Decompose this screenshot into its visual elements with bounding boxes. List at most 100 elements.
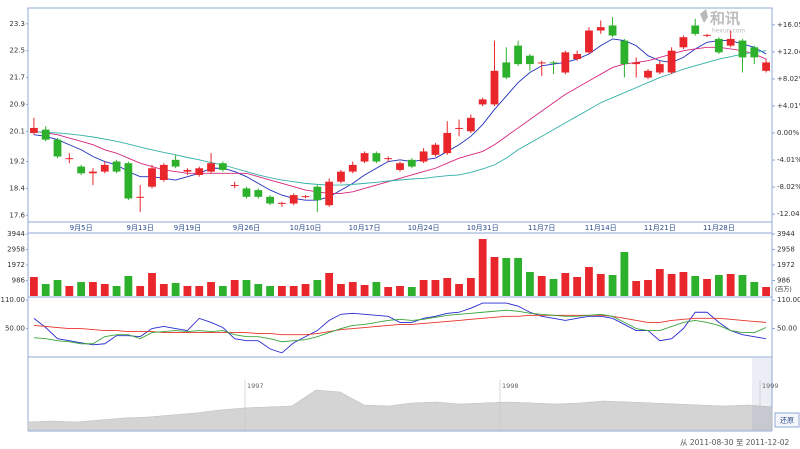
candle-body (77, 166, 86, 174)
candle-body (502, 62, 511, 78)
x-tick-label: 10月31日 (467, 224, 499, 232)
y-tick-label: 20.1 (9, 127, 25, 135)
candle-body (703, 34, 711, 36)
y-tick-label: 986 (12, 277, 26, 285)
candle-body (65, 158, 74, 160)
candle-body (148, 168, 156, 187)
x-tick-label: 11月7日 (528, 224, 555, 232)
overview-area (27, 389, 773, 431)
candle-body (41, 129, 50, 140)
volume-bar (218, 286, 227, 296)
x-tick-label: 11月28日 (703, 224, 735, 232)
logo-name: 和讯 (710, 10, 740, 28)
volume-bar (655, 269, 664, 296)
candle-body (585, 30, 593, 53)
volume-bar (608, 274, 617, 296)
volume-bar (726, 274, 735, 296)
reset-button-label[interactable]: 还原 (780, 417, 794, 425)
volume-bar (644, 279, 652, 296)
indicator-line (33, 302, 767, 354)
candle-body (218, 163, 227, 170)
candle-body (762, 62, 770, 71)
y2-tick-label: 986 (777, 277, 791, 285)
volume-bar (384, 287, 393, 296)
y-tick-label: 19.2 (9, 158, 25, 166)
x-tick-label: 11月21日 (644, 224, 676, 232)
logo-icon (700, 9, 708, 23)
candle-body (171, 159, 180, 167)
y2-tick-label: 1972 (777, 261, 795, 269)
y2-tick-label: -12.04% (777, 210, 800, 218)
volume-bar (407, 287, 416, 296)
x-tick-label: 10月10日 (290, 224, 322, 232)
candle-body (230, 185, 239, 187)
volume-bar (53, 279, 62, 296)
candle-body (667, 50, 676, 73)
volume-bar (124, 276, 133, 296)
candle-body (278, 202, 286, 204)
candle-body (337, 171, 345, 182)
volume-bar (396, 286, 404, 296)
reset-button-box[interactable] (774, 412, 800, 428)
y2-tick-label: 110.00 (777, 296, 800, 304)
volume-bar (89, 282, 97, 296)
candle-body (644, 70, 652, 78)
logo-site: hexun.com (712, 28, 745, 35)
candle-body (596, 27, 605, 31)
volume-bar (301, 284, 310, 296)
candle-body (313, 186, 322, 201)
reset-button[interactable]: 还原 (774, 412, 800, 428)
candle-body (655, 64, 664, 73)
y2-tick-label: -8.02% (777, 183, 800, 191)
volume-bar (207, 282, 215, 296)
candle-body (266, 196, 274, 204)
volume-bar (242, 279, 251, 296)
ma-line (33, 38, 767, 201)
candle-body (537, 62, 546, 64)
volume-bar (762, 287, 770, 296)
volume-bar (325, 273, 334, 296)
candle-body (53, 139, 62, 157)
volume-bar (679, 272, 688, 296)
candle-body (620, 40, 629, 65)
logo: 和讯 hexun.com (700, 9, 745, 35)
y-tick-label: 2958 (7, 246, 25, 254)
volume-bar (148, 273, 156, 296)
volume-bar (502, 258, 511, 296)
y2-tick-label: +4.01% (777, 102, 800, 110)
volume-bar (714, 274, 723, 296)
candle-body (207, 163, 215, 172)
volume-bar (337, 284, 345, 296)
year-label: 1997 (247, 382, 264, 390)
volume-bar (313, 279, 322, 296)
candle-body (455, 127, 463, 129)
volume-bar (514, 258, 522, 296)
volume-bar (171, 282, 180, 296)
candle-body (136, 196, 145, 198)
volume-bar (573, 277, 582, 296)
ma-line (33, 50, 767, 186)
volume-bar (703, 279, 711, 296)
y-tick-label: 110.00 (1, 296, 26, 304)
volume-bar (443, 278, 452, 296)
y-tick-label: 1972 (7, 261, 25, 269)
candle-body (396, 163, 404, 170)
volume-bar (691, 276, 700, 296)
volume-bar (100, 284, 109, 296)
candle-body (195, 168, 204, 175)
volume-bar (632, 281, 641, 296)
volume-bar (596, 274, 605, 296)
x-tick-label: 9月13日 (127, 224, 154, 232)
volume-bar (549, 279, 558, 296)
candle-body (407, 159, 416, 167)
x-tick-label: 10月17日 (349, 224, 381, 232)
candle-body (478, 99, 487, 105)
volume-bar (112, 286, 121, 296)
candle-body (372, 153, 381, 162)
candle-body (726, 38, 735, 46)
candle-body (691, 25, 700, 34)
candle-body (100, 164, 109, 172)
candle-body (325, 181, 334, 206)
